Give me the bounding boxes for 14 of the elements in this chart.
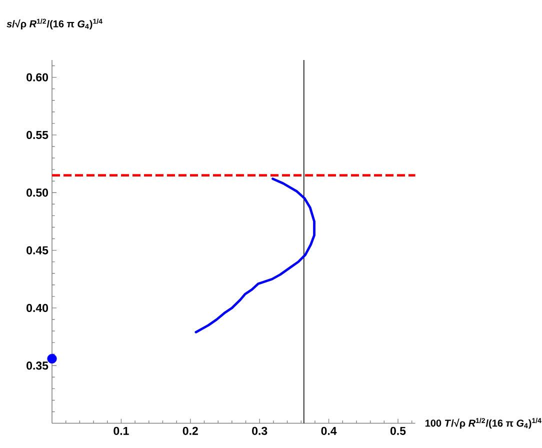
y-tick-label: 0.55	[26, 130, 48, 140]
text: s/√ρ R$^{1/2}$/(16 π G$_{4}$)$^{1/4}$	[6, 18, 102, 30]
y-tick-label: 0.60	[26, 73, 48, 82]
text: 100 T/√ρ R$^{1/2}$/(16 π G$_{4}$)$^{1/4}$	[425, 418, 542, 429]
y-tick-label: 0.40	[26, 304, 48, 312]
x-tick-label: 0.2	[182, 426, 198, 435]
x-tick-label: 0.1	[114, 426, 129, 435]
y-tick-label: 0.50	[26, 188, 48, 197]
y-tick-label: 0.35	[26, 362, 48, 370]
y-tick-label: 0.45	[26, 246, 48, 254]
x-tick-label: 0.3	[252, 426, 268, 435]
line-series	[194, 178, 316, 334]
x-tick-label: 0.4	[321, 426, 337, 435]
x-tick-label: 0.5	[390, 426, 406, 435]
